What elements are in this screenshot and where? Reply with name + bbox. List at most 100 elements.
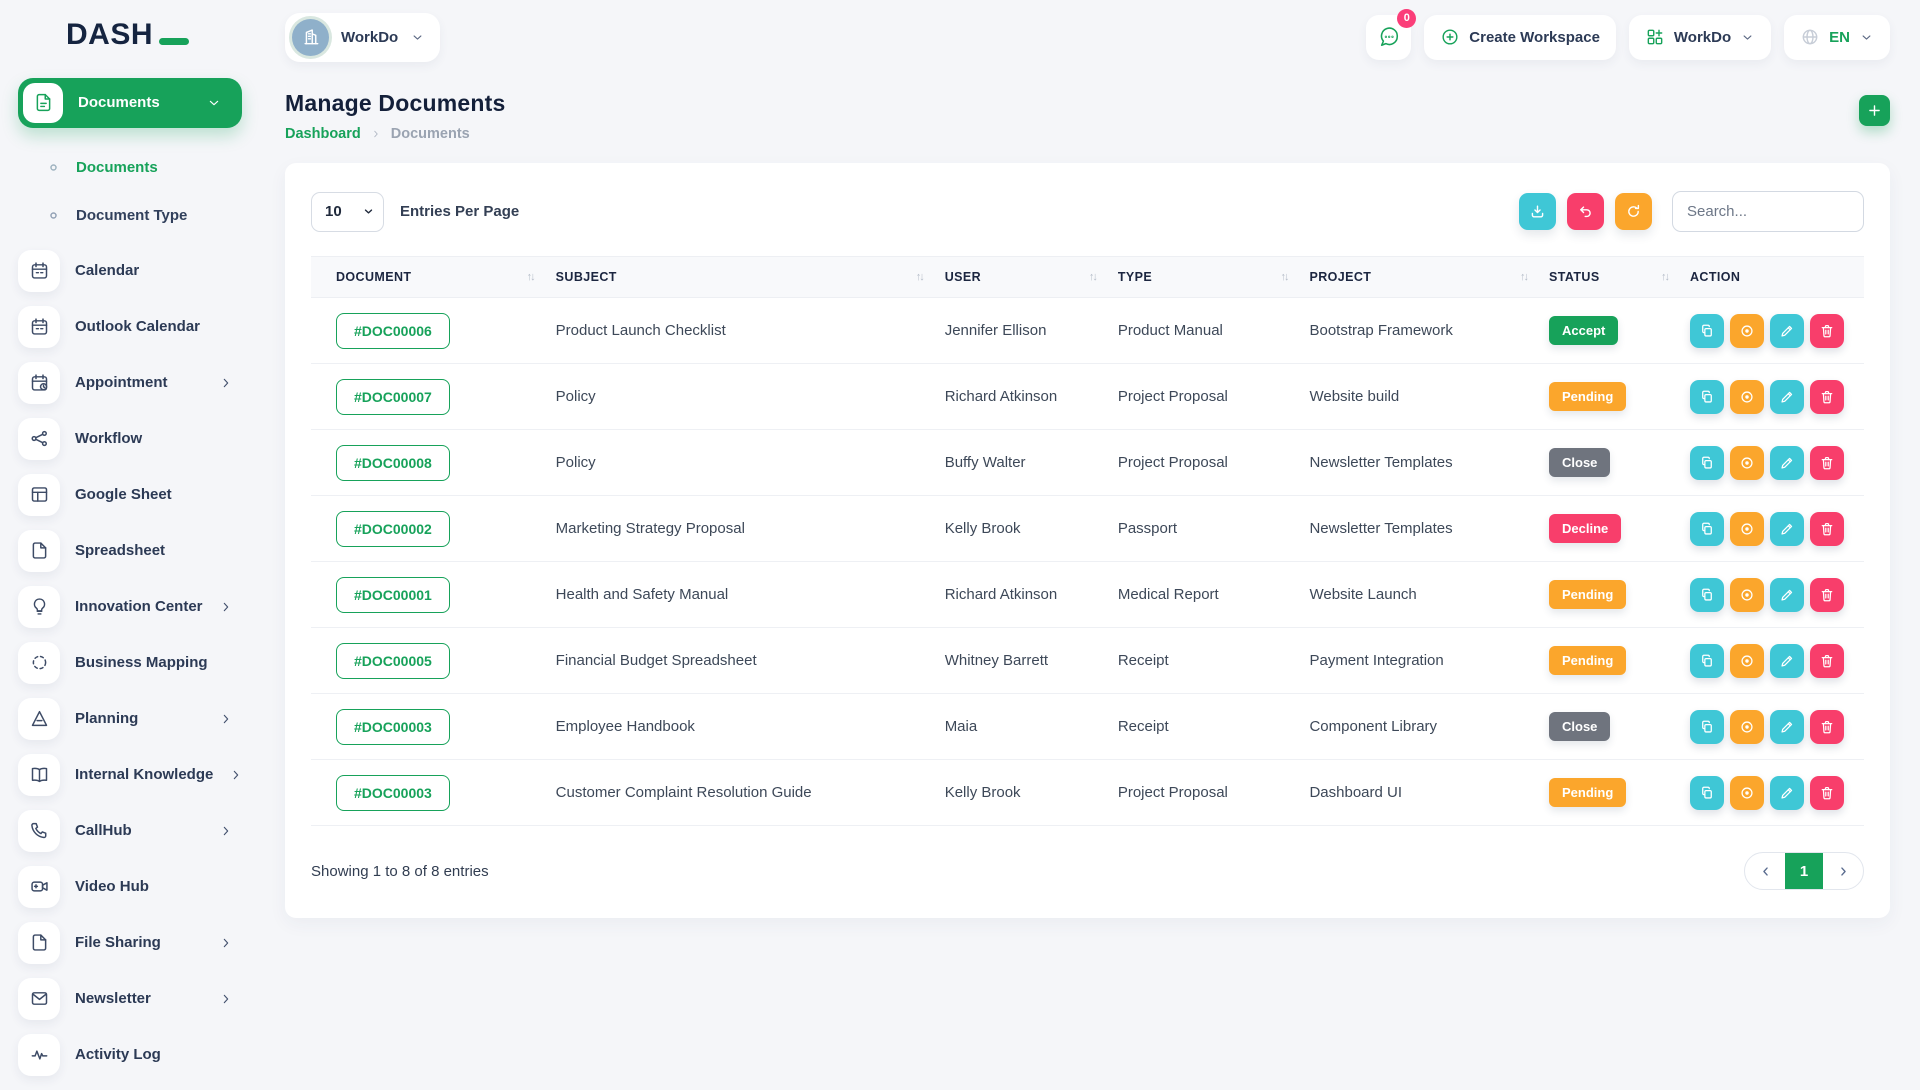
view-button[interactable]	[1729, 445, 1764, 480]
column-header-subject[interactable]: SUBJECT ↑↓	[555, 256, 945, 298]
refresh-icon	[1625, 203, 1642, 220]
trash-icon	[1819, 785, 1835, 801]
document-id-link[interactable]: #DOC00001	[336, 576, 450, 613]
sort-icon[interactable]: ↑↓	[1660, 271, 1670, 283]
edit-button[interactable]	[1769, 445, 1804, 480]
undo-button[interactable]	[1567, 193, 1604, 230]
delete-button[interactable]	[1809, 577, 1844, 612]
search-input[interactable]	[1672, 191, 1864, 232]
column-header-user[interactable]: USER ↑↓	[944, 256, 1118, 298]
duplicate-button[interactable]	[1689, 643, 1724, 678]
document-id-link[interactable]: #DOC00008	[336, 444, 450, 481]
pagination-prev-button[interactable]	[1745, 853, 1785, 889]
sidebar-subitem-document-type[interactable]: Document Type	[22, 192, 242, 240]
sort-icon[interactable]: ↑↓	[1088, 271, 1098, 283]
sidebar-item-outlook-calendar[interactable]: Outlook Calendar	[18, 305, 242, 348]
status-badge: Pending	[1549, 646, 1627, 675]
delete-button[interactable]	[1809, 709, 1844, 744]
column-header-type[interactable]: TYPE ↑↓	[1117, 256, 1310, 298]
sidebar-item-innovation-center[interactable]: Innovation Center	[18, 585, 242, 628]
sort-icon[interactable]: ↑↓	[915, 271, 925, 283]
workspace-switcher[interactable]: WorkDo	[285, 12, 441, 62]
duplicate-button[interactable]	[1689, 577, 1724, 612]
delete-button[interactable]	[1809, 379, 1844, 414]
target-icon	[1739, 455, 1755, 471]
sort-icon[interactable]: ↑↓	[526, 271, 536, 283]
sidebar-subitem-documents[interactable]: Documents	[22, 144, 242, 192]
duplicate-button[interactable]	[1689, 313, 1724, 348]
view-button[interactable]	[1729, 379, 1764, 414]
sidebar-item-video-hub[interactable]: Video Hub	[18, 865, 242, 908]
messages-button[interactable]: 0	[1366, 8, 1417, 60]
sidebar-item-activity-log[interactable]: Activity Log	[18, 1033, 242, 1076]
sidebar-item-callhub[interactable]: CallHub	[18, 809, 242, 852]
edit-button[interactable]	[1769, 709, 1804, 744]
duplicate-button[interactable]	[1689, 379, 1724, 414]
chevron-right-icon	[1836, 864, 1851, 879]
table-controls: 10 Entries Per Page	[311, 191, 1864, 232]
status-cell: Pending	[1549, 627, 1690, 694]
view-button[interactable]	[1729, 313, 1764, 348]
trash-icon	[1819, 653, 1835, 669]
view-button[interactable]	[1729, 511, 1764, 546]
sidebar-item-spreadsheet[interactable]: Spreadsheet	[18, 529, 242, 572]
circle-icon	[48, 162, 59, 173]
view-button[interactable]	[1729, 709, 1764, 744]
sidebar-item-newsletter[interactable]: Newsletter	[18, 977, 242, 1020]
entries-per-page-select[interactable]: 10	[311, 191, 384, 232]
pagination-page-1[interactable]: 1	[1785, 853, 1823, 889]
delete-button[interactable]	[1809, 313, 1844, 348]
delete-button[interactable]	[1809, 775, 1844, 810]
sidebar-item-workflow[interactable]: Workflow	[18, 417, 242, 460]
document-id-link[interactable]: #DOC00003	[336, 708, 450, 745]
duplicate-button[interactable]	[1689, 775, 1724, 810]
view-button[interactable]	[1729, 577, 1764, 612]
workspace-menu-button[interactable]: WorkDo	[1628, 14, 1772, 60]
language-selector[interactable]: EN	[1784, 14, 1890, 60]
duplicate-button[interactable]	[1689, 709, 1724, 744]
sort-icon[interactable]: ↑↓	[1280, 271, 1289, 283]
breadcrumb-dashboard-link[interactable]: Dashboard	[285, 126, 361, 142]
delete-button[interactable]	[1809, 643, 1844, 678]
sidebar-item-internal-knowledge[interactable]: Internal Knowledge	[18, 753, 242, 796]
edit-button[interactable]	[1769, 577, 1804, 612]
edit-button[interactable]	[1769, 775, 1804, 810]
export-button[interactable]	[1519, 193, 1556, 230]
edit-button[interactable]	[1769, 643, 1804, 678]
edit-button[interactable]	[1769, 379, 1804, 414]
sidebar-item-google-sheet[interactable]: Google Sheet	[18, 473, 242, 516]
view-button[interactable]	[1729, 643, 1764, 678]
view-button[interactable]	[1729, 775, 1764, 810]
column-header-project[interactable]: PROJECT ↑↓	[1309, 256, 1550, 298]
brand-logo[interactable]: DASH	[66, 20, 242, 49]
pencil-icon	[1779, 785, 1795, 801]
video-icon	[18, 865, 60, 908]
delete-button[interactable]	[1809, 445, 1844, 480]
column-header-document[interactable]: DOCUMENT ↑↓	[311, 256, 556, 298]
edit-button[interactable]	[1769, 511, 1804, 546]
create-workspace-button[interactable]: Create Workspace	[1424, 14, 1616, 60]
sidebar-item-business-mapping[interactable]: Business Mapping	[18, 641, 242, 684]
document-icon	[23, 82, 63, 123]
sidebar-item-appointment[interactable]: Appointment	[18, 361, 242, 404]
column-header-status[interactable]: STATUS ↑↓	[1549, 256, 1690, 298]
document-id-link[interactable]: #DOC00003	[336, 774, 450, 811]
document-id-link[interactable]: #DOC00005	[336, 642, 450, 679]
delete-button[interactable]	[1809, 511, 1844, 546]
pagination-next-button[interactable]	[1823, 853, 1863, 889]
lightbulb-icon	[18, 585, 60, 628]
document-id-link[interactable]: #DOC00002	[336, 510, 450, 547]
duplicate-button[interactable]	[1689, 511, 1724, 546]
sidebar-item-planning[interactable]: Planning	[18, 697, 242, 740]
add-document-button[interactable]	[1859, 95, 1890, 126]
sort-icon[interactable]: ↑↓	[1520, 271, 1529, 283]
document-id-link[interactable]: #DOC00006	[336, 312, 450, 349]
sidebar-item-calendar[interactable]: Calendar	[18, 249, 242, 292]
document-id-link[interactable]: #DOC00007	[336, 378, 450, 415]
sidebar-item-label: Activity Log	[75, 1046, 161, 1063]
duplicate-button[interactable]	[1689, 445, 1724, 480]
sidebar-item-file-sharing[interactable]: File Sharing	[18, 921, 242, 964]
refresh-button[interactable]	[1615, 193, 1652, 230]
edit-button[interactable]	[1769, 313, 1804, 348]
sidebar-item-documents[interactable]: Documents	[18, 77, 242, 128]
